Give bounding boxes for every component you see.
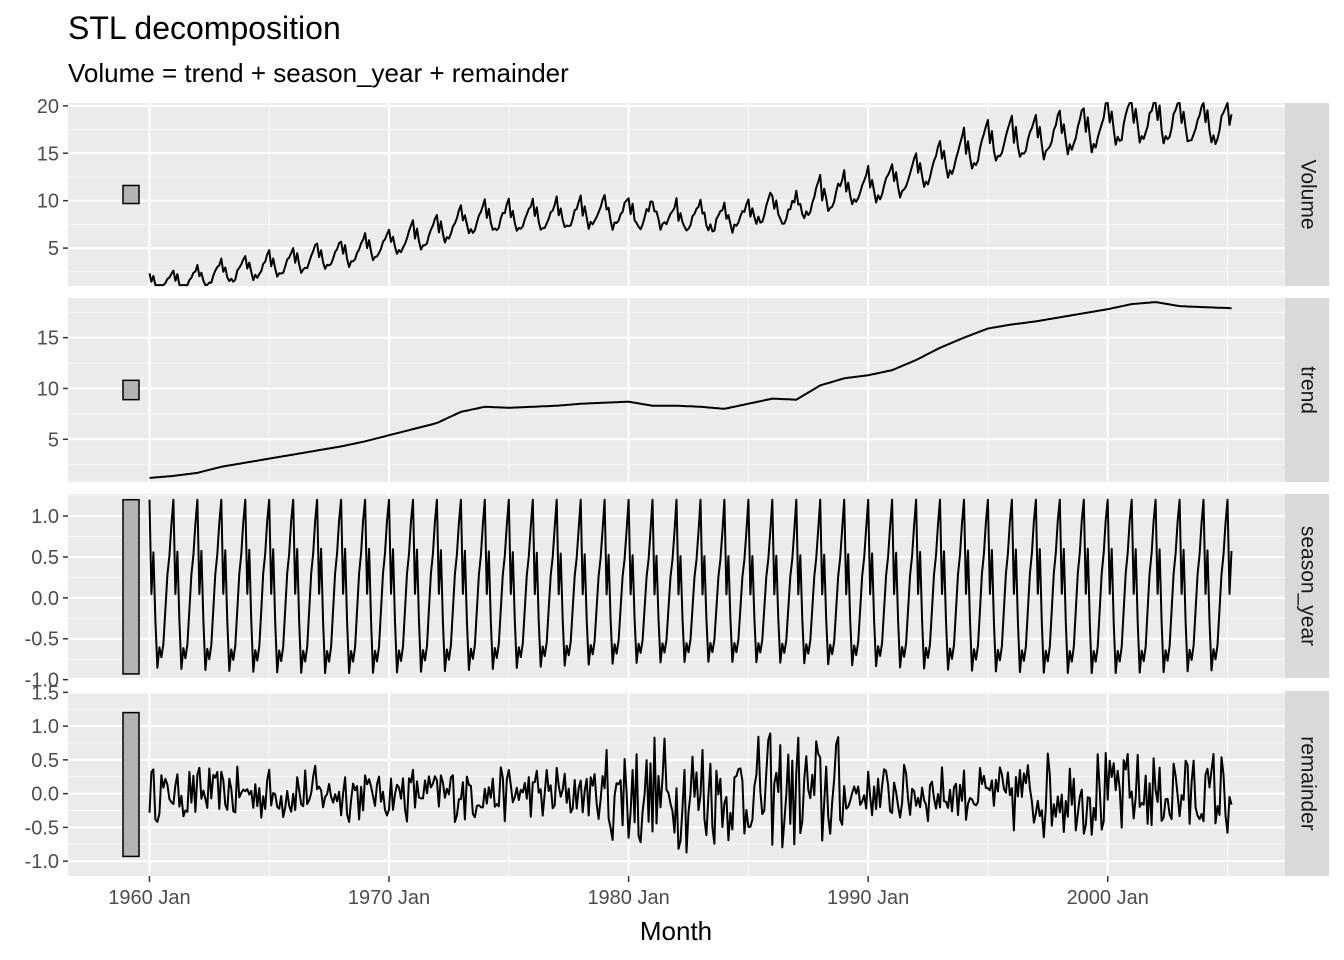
facet-strip-label: season_year xyxy=(1296,526,1319,646)
panel-trend: 5 10 15 trend xyxy=(37,298,1329,482)
y-tick-label: 10 xyxy=(37,191,59,213)
series-line-remainder xyxy=(148,732,1233,854)
y-tick-label: 1.5 xyxy=(31,682,59,704)
scale-range-bar xyxy=(122,379,140,401)
x-axis-title: Month xyxy=(640,916,712,946)
x-tick-label: 1960 Jan xyxy=(108,887,190,909)
facet-strip xyxy=(1285,494,1329,678)
panel-background xyxy=(68,103,1285,286)
series-line-season-year xyxy=(148,498,1233,675)
y-tick-label: 15 xyxy=(37,328,59,350)
y-tick-label: -1.0 xyxy=(25,670,59,692)
y-tick-label: 0.5 xyxy=(31,750,59,772)
panel-background xyxy=(68,691,1285,876)
chart-title: STL decomposition xyxy=(68,10,341,46)
series-line-Volume xyxy=(148,102,1233,287)
x-tick-label: 2000 Jan xyxy=(1067,887,1149,909)
x-tick-label: 1990 Jan xyxy=(827,887,909,909)
y-tick-label: -0.5 xyxy=(25,629,59,651)
facet-strip xyxy=(1285,691,1329,876)
x-tick-label: 1980 Jan xyxy=(587,887,669,909)
panel-remainder: -1.0 -0.5 0.0 0.5 1.0 1.5 remainder xyxy=(25,682,1329,876)
facet-strip xyxy=(1285,103,1329,286)
series-line-trend xyxy=(149,301,1232,479)
panel-background xyxy=(68,298,1285,482)
y-tick-label: 1.0 xyxy=(31,506,59,528)
y-tick-label: 0.0 xyxy=(31,784,59,806)
y-tick-label: -1.0 xyxy=(25,851,59,873)
y-tick-label: 0.5 xyxy=(31,547,59,569)
panel-season-year: -1.0 -0.5 0.0 0.5 1.0 season_year xyxy=(25,494,1329,692)
y-tick-label: 5 xyxy=(48,238,59,260)
chart-subtitle: Volume = trend + season_year + remainder xyxy=(68,58,569,88)
x-tick-label: 1970 Jan xyxy=(348,887,430,909)
x-axis: 1960 Jan 1970 Jan 1980 Jan 1990 Jan 2000 Jan xyxy=(108,876,1149,909)
y-tick-label: 1.0 xyxy=(31,716,59,738)
scale-range-bar xyxy=(122,184,140,205)
y-tick-label: 15 xyxy=(37,143,59,165)
y-tick-label: 5 xyxy=(48,429,59,451)
facet-strip-label: trend xyxy=(1296,366,1319,414)
scale-range-bar xyxy=(122,711,140,858)
chart-panels: 5 10 15 20 Volume 5 10 15 trend -1.0 -0.5 0.0 0.5 1.0… xyxy=(25,96,1329,876)
y-tick-label: 20 xyxy=(37,96,59,118)
y-tick-label: -0.5 xyxy=(25,817,59,839)
y-tick-label: 0.0 xyxy=(31,588,59,610)
scale-range-bar xyxy=(122,498,140,675)
facet-strip-label: Volume xyxy=(1296,159,1319,229)
y-tick-label: 10 xyxy=(37,378,59,400)
facet-strip-label: remainder xyxy=(1296,736,1319,831)
panel-Volume: 5 10 15 20 Volume xyxy=(37,96,1329,287)
facet-strip xyxy=(1285,298,1329,482)
